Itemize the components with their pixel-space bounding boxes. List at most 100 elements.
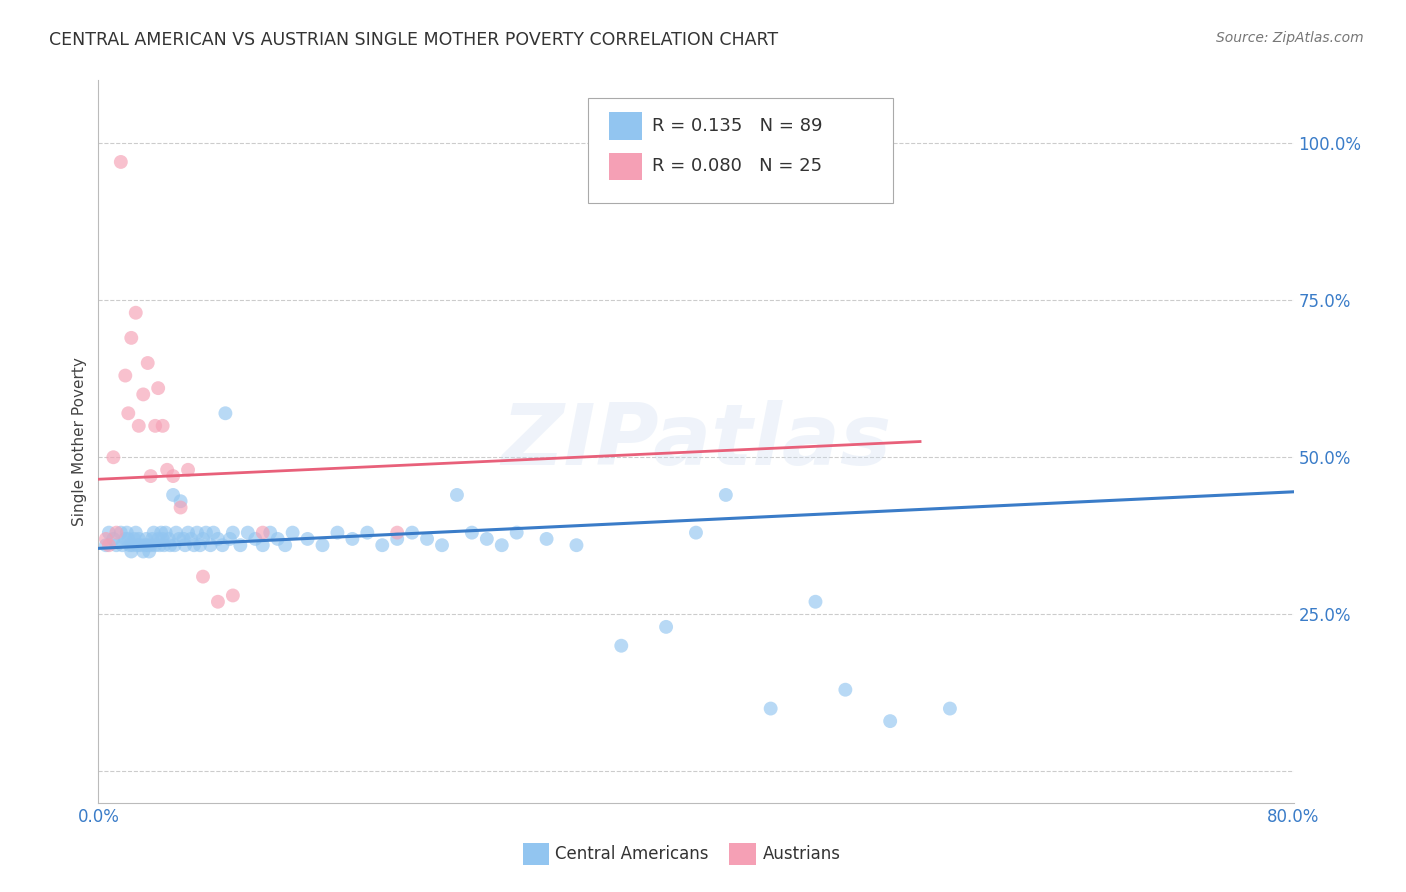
Point: [155, 525, 177, 540]
Point: [115, 525, 138, 540]
Point: [207, 532, 229, 546]
Point: [173, 532, 195, 546]
Text: ZIPatlas: ZIPatlas: [501, 400, 891, 483]
Point: [114, 368, 136, 383]
Point: [461, 525, 484, 540]
Point: [135, 532, 157, 546]
Point: [222, 525, 245, 540]
Point: [125, 525, 148, 540]
Point: [124, 532, 146, 546]
Point: [127, 538, 149, 552]
Point: [141, 532, 163, 546]
Point: [120, 544, 142, 558]
Point: [105, 525, 128, 540]
Text: Central Americans: Central Americans: [555, 845, 709, 863]
Point: [149, 538, 172, 552]
Point: [120, 331, 142, 345]
Point: [153, 538, 176, 552]
Point: [245, 532, 267, 546]
Point: [536, 532, 558, 546]
Point: [834, 682, 856, 697]
Point: [110, 155, 132, 169]
Point: [167, 532, 190, 546]
Point: [121, 538, 143, 552]
Point: [565, 538, 588, 552]
FancyBboxPatch shape: [589, 98, 893, 203]
Bar: [609, 112, 643, 139]
Point: [506, 525, 529, 540]
Point: [105, 538, 128, 552]
Point: [152, 418, 174, 433]
Point: [188, 538, 211, 552]
Point: [180, 532, 202, 546]
Point: [385, 532, 409, 546]
Point: [385, 525, 409, 540]
Point: [183, 538, 205, 552]
Point: [94, 532, 117, 546]
Point: [142, 525, 165, 540]
Point: [139, 538, 162, 552]
Point: [475, 532, 498, 546]
Bar: [609, 153, 643, 180]
Point: [219, 532, 242, 546]
Point: [281, 525, 304, 540]
Point: [169, 494, 191, 508]
Point: [191, 569, 214, 583]
Point: [371, 538, 394, 552]
Point: [148, 532, 170, 546]
Bar: [523, 843, 548, 865]
Point: [229, 538, 252, 552]
Point: [202, 525, 225, 540]
Point: [446, 488, 468, 502]
Point: [111, 538, 134, 552]
Point: [804, 595, 827, 609]
Point: [416, 532, 439, 546]
Point: [685, 525, 707, 540]
Point: [169, 500, 191, 515]
Point: [163, 538, 186, 552]
Point: [274, 538, 297, 552]
Point: [214, 406, 236, 420]
Text: Source: ZipAtlas.com: Source: ZipAtlas.com: [1216, 31, 1364, 45]
Point: [186, 525, 208, 540]
Point: [655, 620, 678, 634]
Point: [177, 525, 200, 540]
Point: [252, 525, 274, 540]
Point: [128, 418, 150, 433]
Point: [165, 525, 187, 540]
Point: [94, 538, 117, 552]
Point: [132, 544, 155, 558]
Point: [159, 538, 181, 552]
Point: [879, 714, 901, 728]
Point: [222, 589, 245, 603]
Point: [143, 538, 166, 552]
Point: [211, 538, 233, 552]
Point: [177, 463, 200, 477]
Point: [342, 532, 364, 546]
Point: [128, 532, 150, 546]
Point: [117, 532, 139, 546]
Point: [150, 525, 173, 540]
Point: [138, 544, 160, 558]
Point: [97, 525, 120, 540]
Point: [610, 639, 633, 653]
Point: [191, 532, 214, 546]
Point: [136, 538, 159, 552]
Point: [356, 525, 378, 540]
Point: [267, 532, 290, 546]
Point: [139, 469, 162, 483]
Point: [401, 525, 423, 540]
Point: [148, 381, 170, 395]
Point: [162, 469, 184, 483]
Point: [152, 532, 174, 546]
Text: R = 0.135   N = 89: R = 0.135 N = 89: [652, 117, 823, 135]
Point: [143, 418, 166, 433]
Text: R = 0.080   N = 25: R = 0.080 N = 25: [652, 157, 823, 175]
Point: [259, 525, 281, 540]
Point: [200, 538, 222, 552]
Point: [759, 701, 782, 715]
Text: CENTRAL AMERICAN VS AUSTRIAN SINGLE MOTHER POVERTY CORRELATION CHART: CENTRAL AMERICAN VS AUSTRIAN SINGLE MOTH…: [49, 31, 779, 49]
Point: [156, 463, 179, 477]
Point: [491, 538, 513, 552]
Point: [103, 450, 125, 465]
